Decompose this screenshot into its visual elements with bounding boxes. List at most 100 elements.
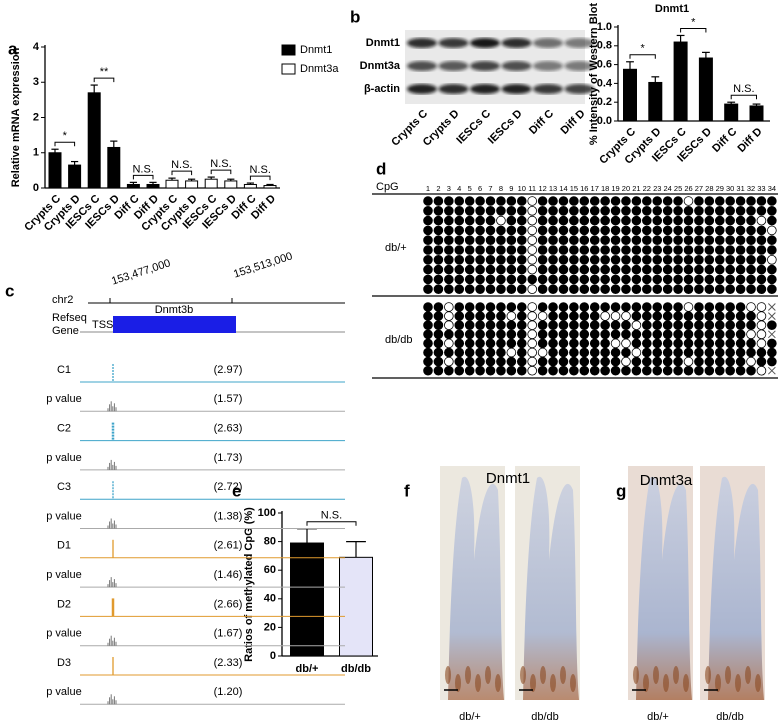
- cpg-site: [433, 274, 444, 285]
- cpg-site: [652, 302, 663, 312]
- cpg-site: [642, 245, 652, 255]
- cpg-site: [506, 302, 517, 312]
- cpg-site: [642, 225, 652, 236]
- cpg-site: [464, 245, 475, 255]
- cpg-site: [589, 329, 600, 340]
- cpg-site: [746, 338, 756, 349]
- cpg-site: [589, 254, 600, 265]
- cpg-site: [767, 196, 777, 206]
- cpg-site: [767, 225, 777, 236]
- blot-band: [438, 84, 469, 94]
- cpg-site: [652, 254, 663, 265]
- coordinate-label: 153,477,000: [110, 257, 172, 287]
- cpg-site: [600, 206, 610, 216]
- cpg-site: [600, 302, 610, 312]
- cpg-site: [621, 274, 631, 285]
- cpg-site: [569, 196, 579, 206]
- cpg-site: [662, 245, 673, 255]
- cpg-site: [589, 365, 600, 376]
- bar: [204, 178, 218, 189]
- cpg-site: [423, 215, 433, 226]
- cpg-site: [485, 215, 496, 226]
- cpg-site: [516, 254, 527, 265]
- cpg-site: [506, 206, 517, 216]
- cpg-site: [506, 235, 517, 246]
- y-tick-label: 1.0: [597, 21, 612, 33]
- cpg-site: [579, 311, 590, 321]
- cpg-number: 34: [768, 184, 776, 193]
- cpg-site: [433, 254, 444, 265]
- panel-label: e: [232, 481, 241, 500]
- cpg-number: 22: [643, 184, 651, 193]
- bar: [185, 180, 199, 189]
- cpg-site: [496, 254, 506, 265]
- cpg-site: [527, 365, 537, 376]
- cpg-site: [683, 365, 694, 376]
- track-name: D3: [57, 657, 71, 669]
- cpg-site: [569, 347, 579, 358]
- cpg-site: [537, 302, 548, 312]
- cpg-cross: [768, 330, 776, 339]
- stained-crypt: [570, 674, 576, 692]
- cpg-site: [662, 356, 673, 367]
- cpg-number: 5: [468, 184, 472, 193]
- cpg-site: [756, 215, 767, 226]
- cpg-site: [694, 206, 704, 216]
- track-name: C2: [57, 423, 71, 435]
- panel-label: g: [616, 481, 626, 500]
- cpg-site: [621, 235, 631, 246]
- bar: [165, 179, 179, 189]
- cpg-site: [725, 311, 735, 321]
- cpg-site: [683, 320, 694, 331]
- cpg-site: [569, 329, 579, 340]
- cpg-site: [569, 284, 579, 295]
- cpg-site: [683, 206, 694, 216]
- cpg-site: [548, 347, 558, 358]
- cpg-site: [454, 320, 465, 331]
- cpg-site: [652, 365, 663, 376]
- cpg-site: [694, 320, 704, 331]
- cpg-site: [621, 245, 631, 255]
- cpg-site: [516, 311, 527, 321]
- cpg-site: [485, 196, 496, 206]
- cpg-site: [475, 215, 485, 226]
- cpg-site: [767, 284, 777, 295]
- stain-label: Dnmt1: [486, 470, 530, 487]
- cpg-site: [558, 206, 569, 216]
- cpg-site: [569, 254, 579, 265]
- cpg-site: [735, 206, 746, 216]
- cpg-site: [485, 254, 496, 265]
- cpg-site: [558, 311, 569, 321]
- cpg-site: [694, 311, 704, 321]
- cpg-site: [725, 245, 735, 255]
- cpg-site: [444, 235, 454, 246]
- cpg-site: [548, 206, 558, 216]
- stained-crypt: [465, 666, 471, 684]
- cpg-site: [683, 215, 694, 226]
- cpg-site: [464, 284, 475, 295]
- track-value: (2.63): [214, 423, 243, 435]
- cpg-site: [464, 264, 475, 275]
- cpg-site: [610, 196, 621, 206]
- bar: [648, 81, 663, 122]
- cpg-site: [662, 365, 673, 376]
- cpg-site: [756, 302, 767, 312]
- cpg-site: [704, 302, 715, 312]
- cpg-site: [642, 338, 652, 349]
- cpg-site: [589, 311, 600, 321]
- panel-label: c: [5, 281, 14, 300]
- bar: [263, 185, 277, 189]
- bar: [68, 164, 82, 189]
- cpg-site: [610, 311, 621, 321]
- cpg-site: [662, 284, 673, 295]
- cpg-site: [527, 254, 537, 265]
- blot-band: [470, 84, 500, 94]
- cpg-site: [673, 264, 683, 275]
- cpg-site: [496, 347, 506, 358]
- cpg-site: [444, 196, 454, 206]
- cpg-site: [642, 206, 652, 216]
- cpg-cross: [768, 303, 776, 311]
- cpg-site: [600, 264, 610, 275]
- track-value: (1.67): [214, 628, 243, 640]
- cpg-site: [662, 302, 673, 312]
